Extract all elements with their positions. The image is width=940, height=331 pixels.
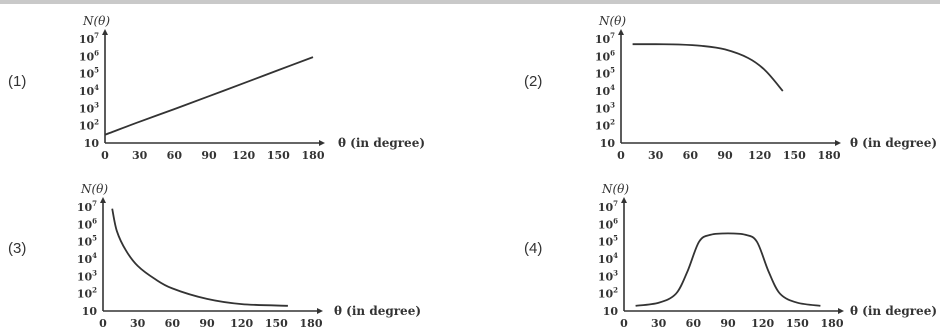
x-tick-label: 90: [199, 317, 215, 330]
x-tick-label: 90: [201, 149, 217, 162]
y-tick-label: 105: [79, 66, 99, 81]
x-tick-label: 0: [617, 149, 625, 162]
y-tick-label: 10: [600, 137, 616, 150]
y-tick-label: 102: [77, 286, 97, 301]
y-axis-label: N(θ): [82, 14, 110, 28]
chart-panel-4: N(θ) θ (in degree) (4) 0 30 60 90 120 150 180 10 10…: [524, 182, 937, 330]
y-axis-label: N(θ): [80, 182, 108, 196]
x-tick-label: 150: [786, 317, 809, 330]
series-line: [104, 56, 314, 136]
y-axis-label: N(θ): [598, 14, 626, 28]
chart-panel-2: N(θ) θ (in degree) (2) 0 30 60 90 120 150 180 10 10…: [524, 14, 937, 162]
panel-label: (2): [524, 73, 542, 90]
y-tick-label: 102: [595, 118, 615, 133]
x-tick-label: 60: [167, 149, 183, 162]
panel-label: (3): [8, 240, 26, 257]
y-tick-label: 106: [79, 48, 99, 63]
y-tick-label: 10: [84, 137, 100, 150]
x-tick-label: 0: [620, 317, 628, 330]
y-tick-label: 103: [595, 100, 615, 115]
x-tick-label: 120: [230, 317, 253, 330]
x-tick-label: 180: [302, 149, 325, 162]
y-axis-arrow: [618, 29, 624, 35]
y-tick-label: 104: [77, 251, 97, 266]
y-tick-label: 10: [603, 305, 619, 318]
x-tick-label: 30: [651, 317, 667, 330]
x-axis-label: θ (in degree): [334, 304, 421, 318]
y-tick-label: 107: [595, 31, 615, 46]
y-tick-label: 106: [77, 216, 97, 231]
x-axis-arrow: [319, 140, 325, 146]
y-tick-label: 107: [79, 31, 99, 46]
x-tick-label: 150: [267, 149, 290, 162]
y-tick-label: 102: [79, 118, 99, 133]
y-tick-label: 103: [79, 100, 99, 115]
y-axis-arrow: [621, 197, 627, 203]
y-axis-arrow: [100, 197, 106, 203]
y-tick-label: 103: [77, 268, 97, 283]
x-tick-label: 90: [720, 317, 736, 330]
x-tick-label: 180: [818, 149, 841, 162]
x-tick-label: 0: [99, 317, 107, 330]
series-line: [635, 232, 821, 307]
x-tick-label: 120: [748, 149, 771, 162]
x-tick-label: 180: [300, 317, 323, 330]
y-tick-label: 104: [79, 83, 99, 98]
y-axis-arrow: [102, 29, 108, 35]
x-tick-label: 0: [101, 149, 109, 162]
x-tick-label: 90: [717, 149, 733, 162]
y-axis-label: N(θ): [601, 182, 629, 196]
y-tick-label: 104: [598, 251, 618, 266]
top-cropped-band: [0, 0, 940, 4]
x-axis-label: θ (in degree): [850, 136, 937, 150]
x-axis-arrow: [838, 308, 844, 314]
x-tick-label: 30: [132, 149, 148, 162]
x-tick-label: 150: [265, 317, 288, 330]
x-tick-label: 120: [232, 149, 255, 162]
y-tick-label: 106: [598, 216, 618, 231]
x-tick-label: 60: [683, 149, 699, 162]
y-tick-label: 102: [598, 286, 618, 301]
x-tick-label: 30: [648, 149, 664, 162]
panel-label: (1): [8, 73, 26, 90]
x-tick-label: 150: [783, 149, 806, 162]
x-axis-label: θ (in degree): [338, 136, 425, 150]
x-tick-label: 60: [686, 317, 702, 330]
y-tick-label: 104: [595, 83, 615, 98]
chart-panel-3: N(θ) θ (in degree) (3) 0 30 60 90 120 150 180 10 10…: [8, 182, 421, 330]
y-tick-label: 10: [82, 305, 98, 318]
y-tick-label: 107: [77, 199, 97, 214]
series-line: [111, 208, 288, 307]
x-axis-label: θ (in degree): [850, 304, 937, 318]
y-tick-label: 105: [595, 66, 615, 81]
x-tick-label: 30: [130, 317, 146, 330]
y-tick-label: 106: [595, 48, 615, 63]
x-axis-arrow: [317, 308, 323, 314]
y-tick-label: 105: [598, 234, 618, 249]
y-tick-label: 105: [77, 234, 97, 249]
series-line: [632, 43, 784, 92]
chart-panel-1: N(θ) θ (in degree) (1) 0 30 60 90 120 150 180 10 10…: [8, 14, 425, 162]
x-tick-label: 120: [751, 317, 774, 330]
y-tick-label: 103: [598, 268, 618, 283]
x-axis-arrow: [835, 140, 841, 146]
panel-label: (4): [524, 240, 542, 257]
x-tick-label: 60: [165, 317, 181, 330]
y-tick-label: 107: [598, 199, 618, 214]
x-tick-label: 180: [821, 317, 844, 330]
